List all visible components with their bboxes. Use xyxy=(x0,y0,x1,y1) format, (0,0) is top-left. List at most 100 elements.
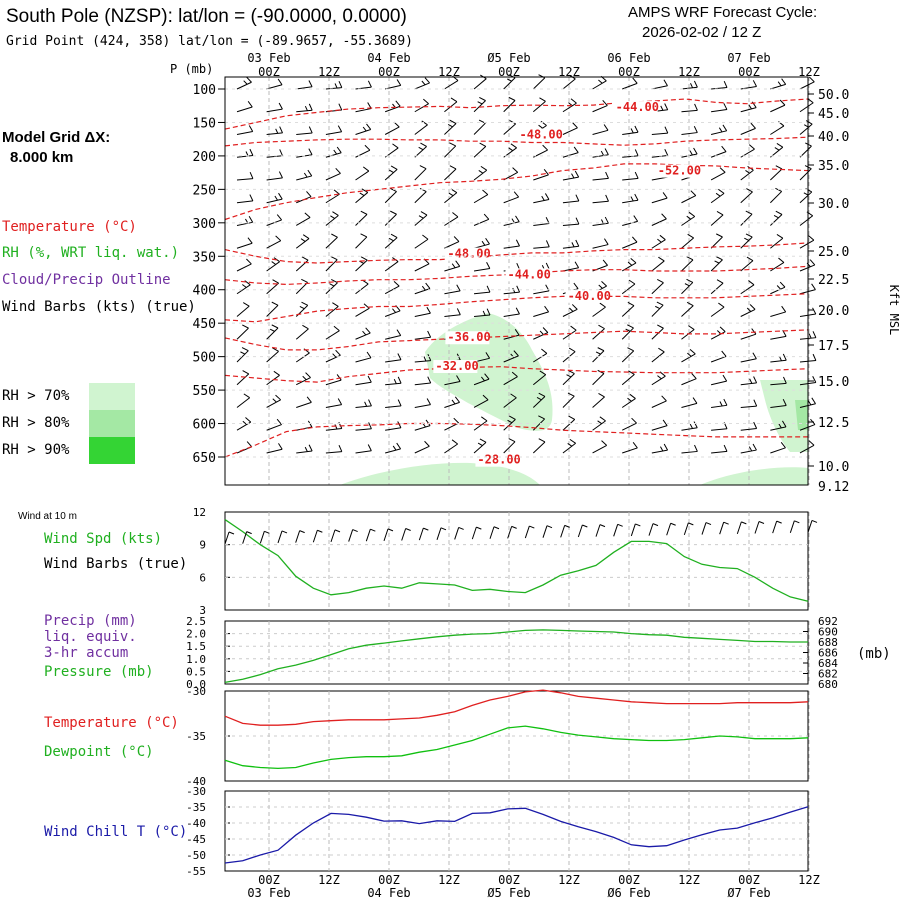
wind-barb-flag xyxy=(242,370,250,375)
wind-barb-flag xyxy=(335,167,341,174)
wind-barb-flag xyxy=(275,235,282,242)
wind-barb xyxy=(325,404,342,408)
wind-barb-flag xyxy=(746,188,753,193)
surface-wind-barb-flag xyxy=(776,520,782,524)
wind-barb xyxy=(651,351,665,363)
contour-label: -48.00 xyxy=(520,128,563,142)
wind-barb-flag xyxy=(360,210,368,215)
wind-barb xyxy=(473,399,489,408)
wind-barb xyxy=(681,86,698,90)
time-tick-label: 00Z xyxy=(258,873,280,887)
date-label: Ø7 Feb xyxy=(727,886,770,900)
wind-barb xyxy=(325,306,339,317)
wind-barb-flag xyxy=(599,416,606,422)
wind-barb-flag xyxy=(278,192,283,200)
wind-barb-flag xyxy=(308,126,313,134)
wind-barb xyxy=(474,314,491,317)
wind-barb xyxy=(384,105,401,113)
wind-barb-flag xyxy=(807,98,814,104)
wind-barb xyxy=(414,124,428,135)
surface-wind-barb-flag xyxy=(582,524,588,528)
wind-barb-flag xyxy=(630,196,634,202)
wind-barb xyxy=(592,244,609,249)
wind-barb xyxy=(503,419,516,431)
wind-barb-flag xyxy=(630,257,637,264)
wind-barb-flag xyxy=(634,171,639,179)
wind-barb-flag xyxy=(753,376,758,384)
surface-wind-barb-flag xyxy=(635,523,641,527)
wind-barb xyxy=(562,152,579,158)
wind-barb xyxy=(651,375,666,386)
wind-barb-flag xyxy=(776,285,781,290)
wind-barb xyxy=(236,284,251,295)
wind-barb-flag xyxy=(299,305,305,310)
wind-barb-flag xyxy=(723,398,728,406)
wind-barb xyxy=(622,82,638,90)
wind-barb xyxy=(592,154,609,158)
wind-barb-flag xyxy=(655,305,660,310)
cross-section-frame xyxy=(224,76,809,486)
wind-barb-flag xyxy=(545,240,550,248)
wind-barb-flag xyxy=(719,326,726,333)
wind-barb-flag xyxy=(752,443,757,451)
wind-barb xyxy=(385,405,402,408)
wind-barb-flag xyxy=(513,191,520,198)
wind-barb xyxy=(325,215,339,226)
wind-barb-flag xyxy=(390,233,398,239)
surface-wind-barb xyxy=(242,531,248,544)
surface-wind-barb-flag xyxy=(705,522,712,526)
wind-barb-flag xyxy=(716,279,724,284)
legend-cloud-outline: Cloud/Precip Outline xyxy=(2,272,171,288)
wind-barb-flag xyxy=(248,125,254,132)
wind-barb xyxy=(503,355,519,363)
wind-barb-flag xyxy=(483,213,490,220)
wind-barb-flag xyxy=(597,420,602,425)
wind-barb-flag xyxy=(658,256,665,262)
temperature-contour xyxy=(224,366,809,383)
wind-barb-flag xyxy=(508,96,516,101)
wind-barb-flag xyxy=(484,373,490,380)
wind-barb xyxy=(592,80,607,90)
wind-barb xyxy=(799,191,813,204)
wind-barb xyxy=(770,83,786,90)
wind-barb xyxy=(325,282,338,295)
wind-barb xyxy=(799,168,812,181)
height-tick-label: 17.5 xyxy=(818,339,849,354)
wind-barb xyxy=(385,84,401,90)
surface-wind-barb-flag xyxy=(476,526,482,530)
wind-barb xyxy=(681,305,694,317)
wind-barb xyxy=(770,311,786,317)
wind-barb-flag xyxy=(337,125,343,132)
time-tick-label: 12Z xyxy=(438,65,460,79)
wind-barb xyxy=(296,132,313,135)
wind-barb xyxy=(562,245,579,249)
wind-barb-flag xyxy=(627,347,634,352)
chill-tick-label: -40 xyxy=(186,817,206,830)
wind-barb-flag xyxy=(627,324,634,329)
wind-barb xyxy=(770,168,783,181)
surface-wind-barb-flag xyxy=(387,528,394,532)
wind-barb-flag xyxy=(397,353,402,360)
contour-label: -52.00 xyxy=(658,164,701,178)
wind-barb xyxy=(296,109,313,113)
wind-barb-flag xyxy=(773,215,779,219)
height-tick-label: 9.12 xyxy=(818,480,849,495)
wind-barb xyxy=(414,360,431,363)
wind-barb-flag xyxy=(396,79,402,86)
wind-barb xyxy=(651,197,668,204)
wind-barb-flag xyxy=(601,440,608,446)
rh90-label: RH > 90% xyxy=(2,442,70,458)
wind-barb-flag xyxy=(515,307,520,315)
wind-barb-flag xyxy=(241,347,249,352)
wind-barb xyxy=(473,100,486,113)
chill-tick-label: -50 xyxy=(186,849,206,862)
wind-barb-flag xyxy=(364,144,371,151)
wind-barb-flag xyxy=(272,398,277,403)
wind-barb-flag xyxy=(249,194,254,202)
wind-barb xyxy=(414,168,427,181)
surface-wind-barb xyxy=(524,525,530,539)
wind-barb-flag xyxy=(778,257,785,263)
time-tick-label: 00Z xyxy=(378,873,400,887)
wind-barb xyxy=(385,359,402,363)
wind-barb xyxy=(592,222,609,226)
